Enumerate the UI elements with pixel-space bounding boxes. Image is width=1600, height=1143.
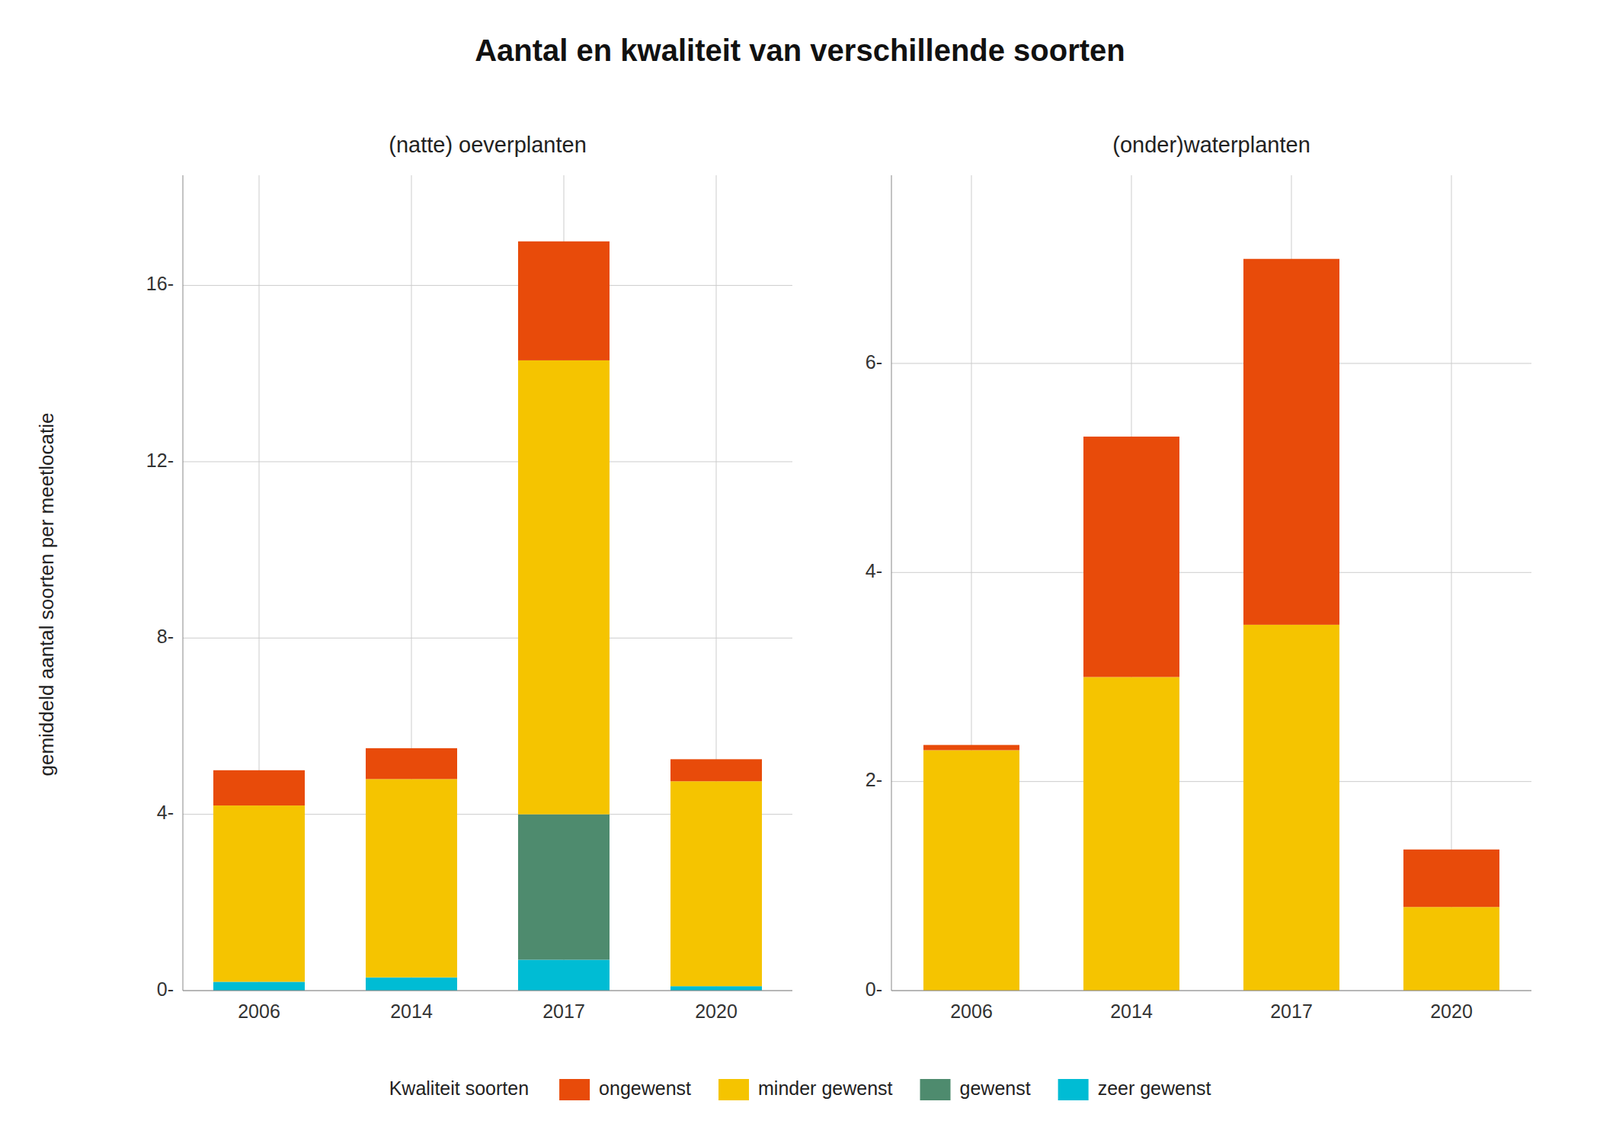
x-tick-label: 2014 — [390, 1000, 433, 1022]
bars — [923, 259, 1500, 991]
legend-swatch — [920, 1078, 951, 1101]
y-axis-line — [182, 175, 184, 991]
legend-swatch — [1058, 1078, 1089, 1101]
x-tick-label: 2020 — [1430, 1000, 1473, 1022]
legend: Kwaliteit soorten ongewenst minder gewenst… — [389, 1077, 1212, 1101]
bar-segment — [670, 780, 762, 986]
legend-swatch — [559, 1078, 590, 1101]
bar-segment — [518, 960, 610, 991]
legend-item: zeer gewenst — [1058, 1077, 1212, 1101]
chart-root: Aantal en kwaliteit van verschillende so… — [0, 0, 1600, 1143]
y-axis-label: gemiddeld aantal soorten per meetlocatie — [35, 412, 58, 777]
x-tick-label: 2017 — [542, 1000, 586, 1022]
bar-segment — [923, 745, 1020, 751]
legend-label: zeer gewenst — [1097, 1077, 1212, 1099]
y-grid-line — [891, 572, 1532, 573]
x-tick-label: 2020 — [694, 1000, 738, 1022]
legend-label: gewenst — [960, 1077, 1031, 1099]
title: Aantal en kwaliteit van verschillende so… — [474, 33, 1126, 68]
bar-segment — [670, 985, 762, 991]
y-tick-label: 4- — [156, 801, 174, 823]
y-tick-label: 12- — [146, 449, 174, 471]
legend-item: gewenst — [920, 1077, 1031, 1101]
bar-segment — [923, 749, 1020, 991]
subtitle: (onder)waterplanten — [1112, 132, 1311, 157]
x-tick-label: 2006 — [237, 1000, 281, 1022]
y-axis-line — [891, 175, 893, 991]
y-grid-line — [891, 362, 1532, 364]
bar-segment — [1403, 849, 1500, 907]
subtitle: (natte) oeverplanten — [388, 132, 587, 157]
bar-segment — [518, 814, 610, 960]
bar-segment — [213, 981, 305, 991]
y-tick-label: 4- — [865, 560, 883, 582]
legend-swatch — [718, 1078, 749, 1101]
bar-segment — [1083, 436, 1180, 678]
bar-segment — [518, 241, 610, 361]
x-tick-label: 2006 — [950, 1000, 993, 1022]
y-tick-label: 6- — [865, 351, 883, 373]
bar-segment — [213, 770, 305, 806]
bar-segment — [365, 977, 458, 991]
bar-segment — [1243, 624, 1340, 991]
x-tick-label: 2017 — [1270, 1000, 1313, 1022]
legend-item: ongewenst — [559, 1077, 692, 1101]
y-grid-line — [182, 990, 793, 992]
legend-title: Kwaliteit soorten — [389, 1077, 529, 1099]
bar-segment — [1083, 676, 1180, 991]
y-grid-line — [182, 460, 793, 462]
y-tick-label: 2- — [865, 768, 883, 791]
bars — [213, 241, 762, 991]
y-tick-label: 0- — [865, 978, 883, 1000]
y-tick-label: 8- — [156, 625, 174, 647]
x-axis-line — [891, 990, 1532, 992]
bar-segment — [670, 758, 762, 781]
y-tick-label: 16- — [146, 272, 174, 295]
y-grid-line — [182, 284, 793, 286]
y-grid-line — [182, 637, 793, 639]
y-tick-label: 0- — [156, 978, 174, 1000]
x-tick-label: 2014 — [1110, 1000, 1153, 1022]
chart-panel: (natte) oeverplanten 0- 4- 8- 12- 16- 2006 2014… — [146, 132, 793, 1022]
legend-label: minder gewenst — [758, 1077, 893, 1099]
bar-segment — [365, 748, 458, 779]
grid — [891, 175, 1532, 991]
legend-label: ongewenst — [598, 1077, 692, 1099]
bar-segment — [1243, 259, 1340, 625]
y-grid-line — [891, 990, 1532, 992]
grid — [182, 175, 793, 991]
bar-segment — [365, 778, 458, 977]
x-axis-line — [182, 990, 793, 992]
background — [0, 0, 1600, 1143]
legend-item: minder gewenst — [718, 1077, 893, 1101]
bar-segment — [213, 805, 305, 982]
bar-segment — [1403, 906, 1500, 991]
chart-panel: (onder)waterplanten 0- 2- 4- 6- 2006 2014 2017 2… — [865, 132, 1532, 1022]
bar-segment — [518, 360, 610, 815]
